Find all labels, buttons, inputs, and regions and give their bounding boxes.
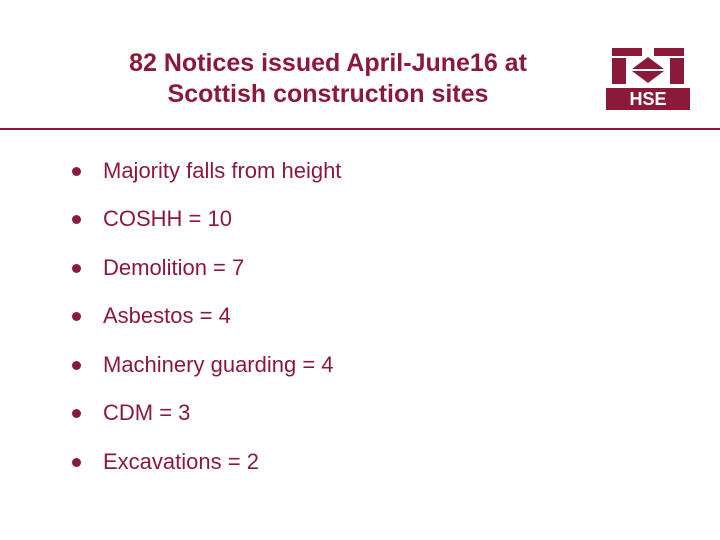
list-item: Asbestos = 4 xyxy=(72,302,720,331)
slide-content: Majority falls from height COSHH = 10 De… xyxy=(0,111,720,477)
bullet-icon xyxy=(72,312,81,321)
bullet-text: CDM = 3 xyxy=(103,399,190,428)
bullet-icon xyxy=(72,264,81,273)
slide-header: 82 Notices issued April-June16 at Scotti… xyxy=(0,0,720,111)
hse-logo: HSE xyxy=(606,44,690,110)
bullet-text: COSHH = 10 xyxy=(103,205,232,234)
bullet-text: Excavations = 2 xyxy=(103,448,259,477)
title-line-2: Scottish construction sites xyxy=(168,80,489,108)
list-item: COSHH = 10 xyxy=(72,205,720,234)
bullet-icon xyxy=(72,215,81,224)
bullet-icon xyxy=(72,167,81,176)
bullet-text: Majority falls from height xyxy=(103,157,341,186)
logo-text: HSE xyxy=(629,89,666,109)
bullet-text: Asbestos = 4 xyxy=(103,302,231,331)
list-item: Machinery guarding = 4 xyxy=(72,351,720,380)
list-item: Excavations = 2 xyxy=(72,448,720,477)
bullet-text: Demolition = 7 xyxy=(103,254,244,283)
slide-title: 82 Notices issued April-June16 at Scotti… xyxy=(70,48,586,111)
title-line-1: 82 Notices issued April-June16 at xyxy=(129,49,527,77)
list-item: Demolition = 7 xyxy=(72,254,720,283)
list-item: Majority falls from height xyxy=(72,157,720,186)
bullet-list: Majority falls from height COSHH = 10 De… xyxy=(72,157,720,477)
bullet-icon xyxy=(72,458,81,467)
bullet-icon xyxy=(72,361,81,370)
title-block: 82 Notices issued April-June16 at Scotti… xyxy=(70,48,606,111)
bullet-icon xyxy=(72,409,81,418)
header-divider xyxy=(0,128,720,130)
bullet-text: Machinery guarding = 4 xyxy=(103,351,334,380)
list-item: CDM = 3 xyxy=(72,399,720,428)
